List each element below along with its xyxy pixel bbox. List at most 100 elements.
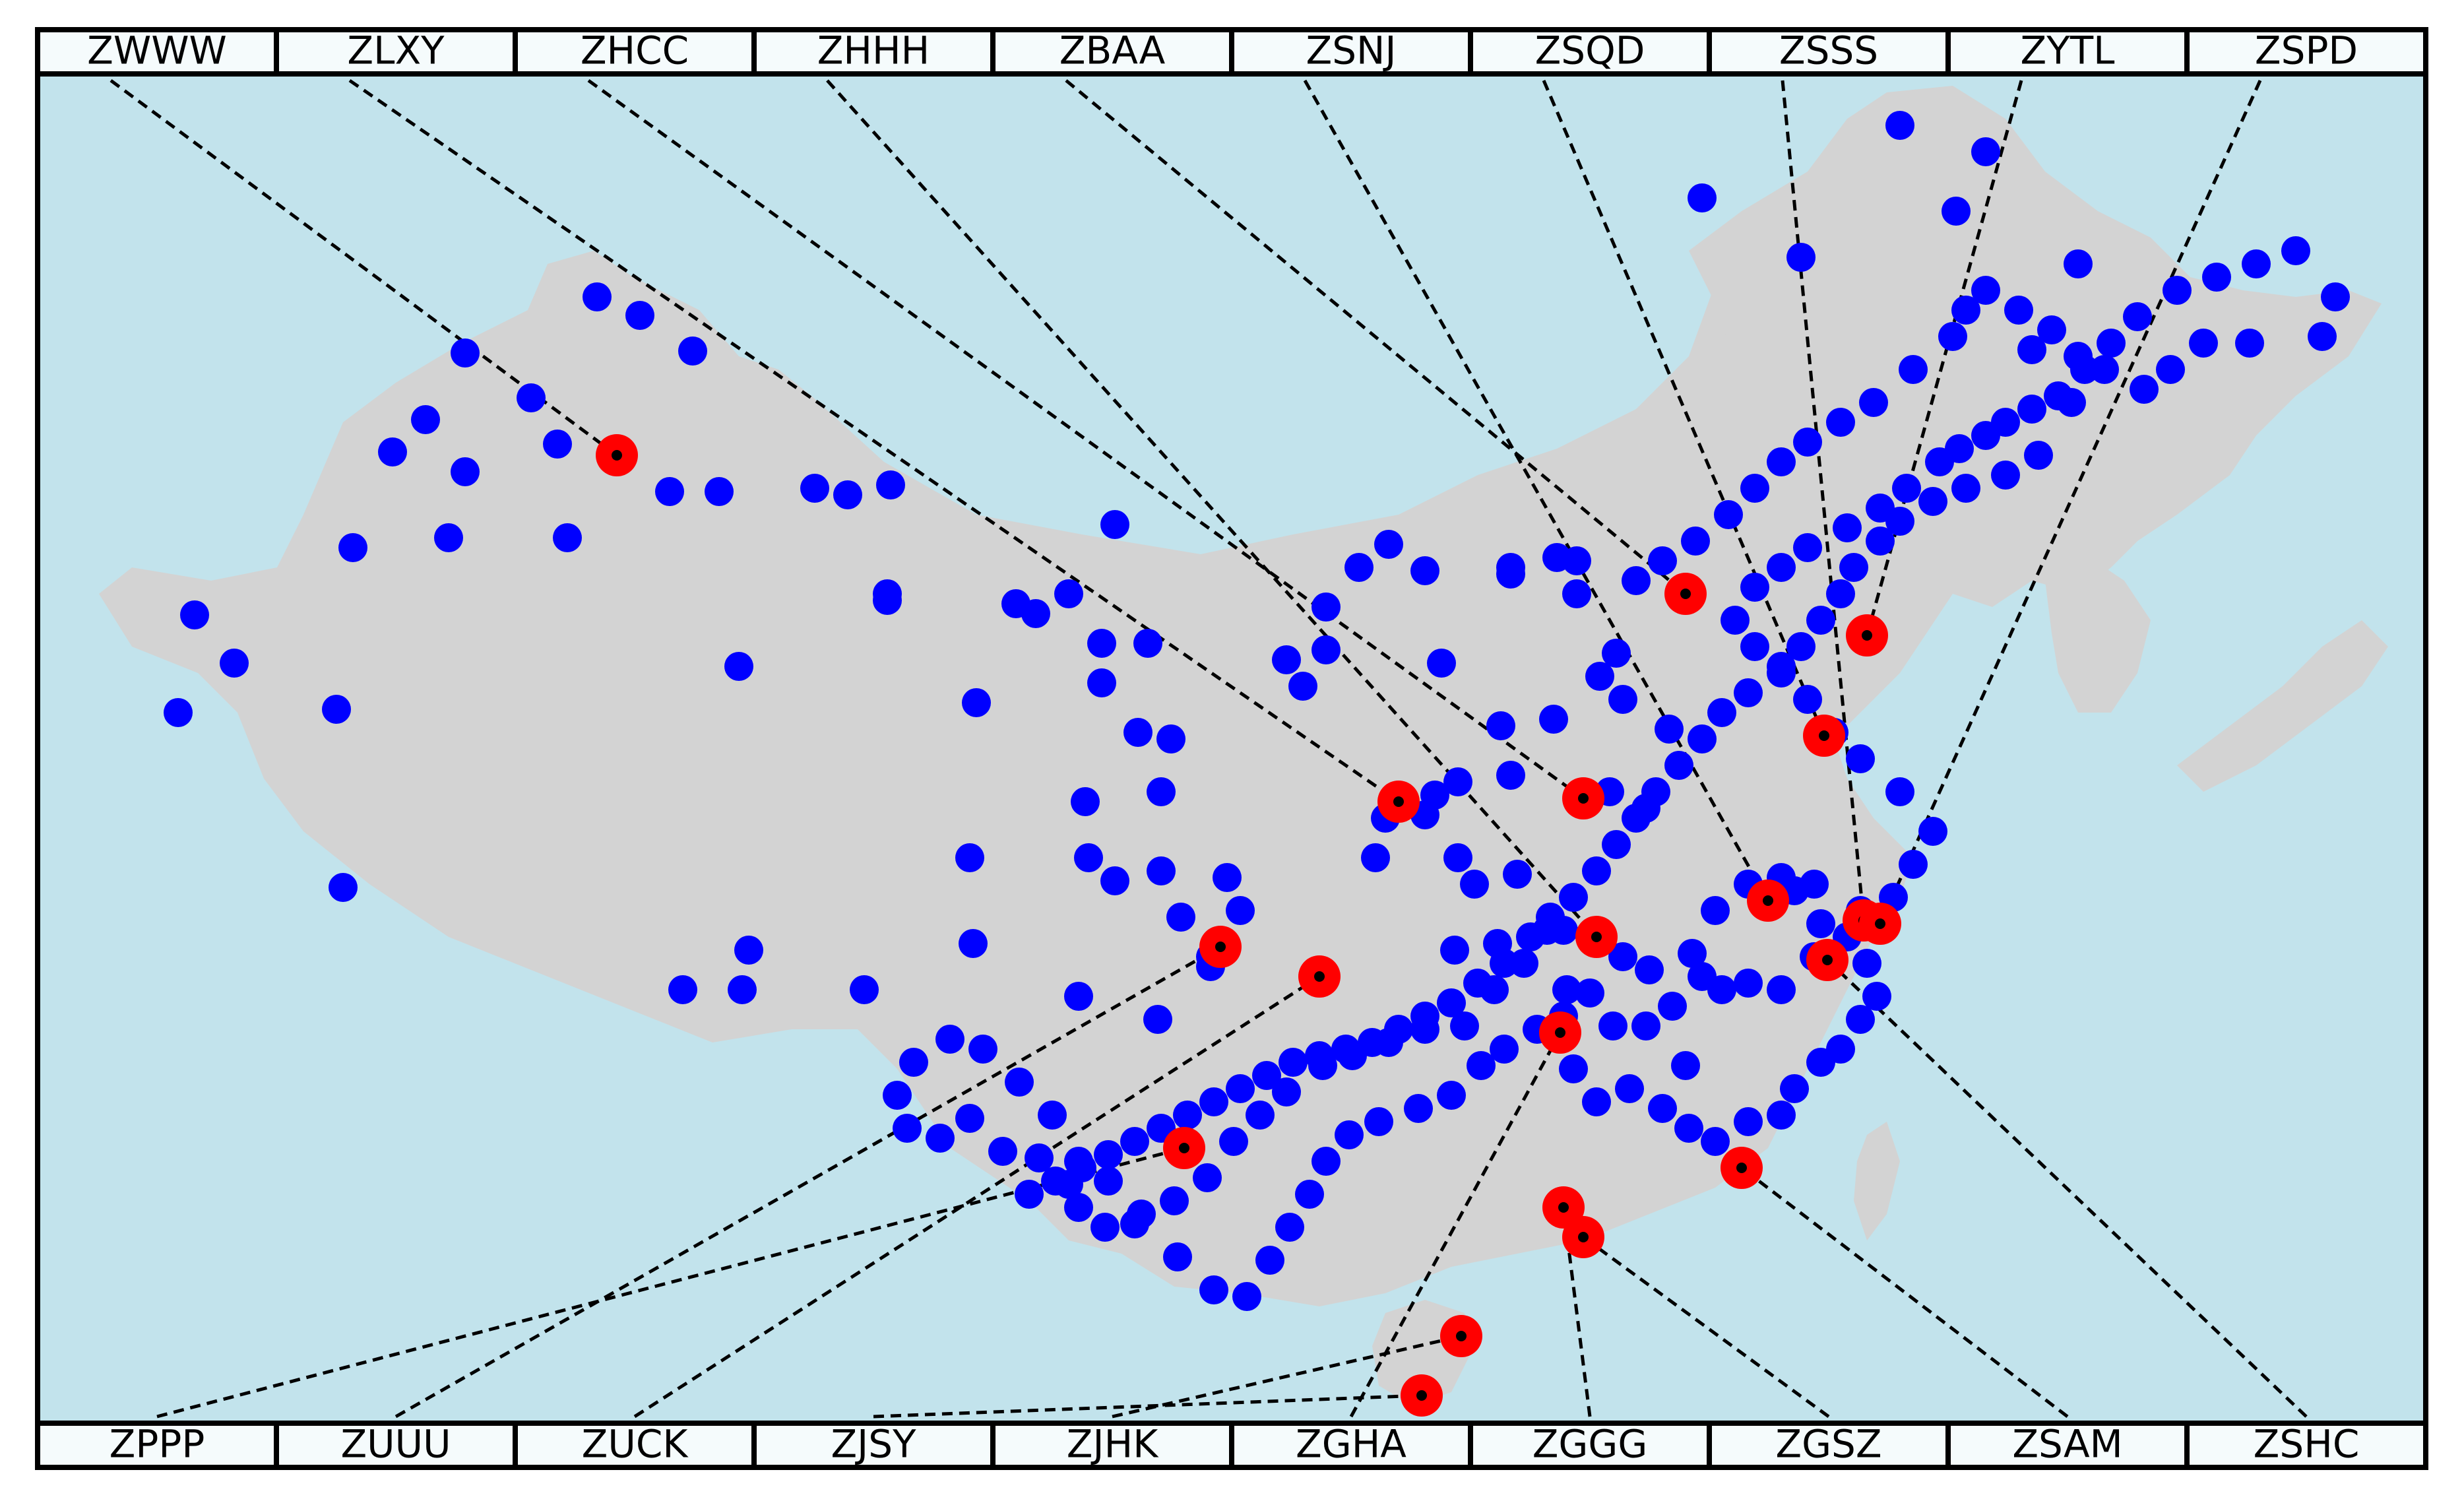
hub-center-zsam (1736, 1163, 1747, 1173)
airport-dot (1246, 1101, 1275, 1130)
bottom-label-zuck: ZUCK (582, 1422, 689, 1467)
airport-dot (1631, 1011, 1660, 1041)
airport-dot (1496, 553, 1525, 582)
airport-dot (1806, 909, 1835, 938)
airport-dot (1971, 276, 2000, 305)
airport-dot (1100, 510, 1129, 539)
airport-dot (1793, 428, 1822, 457)
airport-dot (1054, 579, 1083, 608)
airport-dot (1094, 1140, 1123, 1169)
top-label-zsqd: ZSQD (1535, 28, 1645, 73)
hub-center-zsqd (1819, 730, 1829, 741)
airport-dot (1437, 1081, 1466, 1110)
airport-dot (1163, 1242, 1192, 1271)
airport-dot (2037, 315, 2066, 344)
airport-dot (1437, 988, 1466, 1017)
hub-center-zjsy (1416, 1390, 1427, 1401)
leader-line-zuuu (395, 945, 1222, 1419)
airport-dot (1120, 1209, 1149, 1238)
airport-dot (1344, 553, 1374, 582)
airport-dot (1833, 513, 1862, 542)
airport-dot (2235, 329, 2264, 358)
airport-dot (1490, 949, 1519, 978)
airport-dot (1536, 903, 1565, 932)
airport-dot (1311, 635, 1341, 664)
airport-dot (1173, 1101, 1202, 1130)
airport-dot (2064, 249, 2093, 278)
airport-dot (1846, 744, 1875, 773)
hub-center-zshc (1822, 955, 1833, 965)
hub-center-zjhk (1456, 1331, 1467, 1341)
airport-dot (1793, 685, 1822, 714)
airport-dot (1615, 1074, 1644, 1103)
top-label-box-zspd (2184, 27, 2428, 77)
airport-dot (1443, 767, 1472, 796)
airport-dot (1361, 843, 1390, 872)
airport-dot (1552, 975, 1581, 1004)
top-label-box-zlxy (274, 27, 518, 77)
airport-dot (2017, 395, 2046, 424)
top-label-zwww: ZWWW (87, 28, 227, 73)
hub-center-zbaa (1680, 589, 1691, 599)
hub-center-zwww (612, 450, 622, 461)
airport-dot (1780, 1074, 1809, 1103)
airport-dot (1064, 982, 1093, 1011)
hub-center-zppp (1179, 1143, 1189, 1153)
airport-dot (1463, 969, 1492, 998)
airport-dot (1866, 527, 1895, 556)
airport-dot (451, 338, 480, 368)
airport-dot (1071, 787, 1100, 816)
airport-dot (1305, 1041, 1334, 1070)
airport-dot (1767, 447, 1796, 476)
airport-dot (1404, 1094, 1433, 1123)
hub-center-zytl (1862, 630, 1872, 641)
top-label-zhhh: ZHHH (817, 28, 930, 73)
hub-center-zuck (1314, 971, 1325, 982)
airport-dot (1635, 955, 1664, 984)
airport-dot (1199, 1275, 1228, 1304)
airport-dot (935, 1025, 964, 1054)
hub-center-zlxy (1393, 796, 1404, 807)
airport-dot (678, 336, 707, 366)
airport-dot (1655, 715, 1684, 744)
airport-dot (1585, 662, 1614, 691)
airport-dot (1539, 705, 1568, 734)
airport-dot (955, 843, 984, 872)
china-northeast (1689, 86, 2382, 567)
airport-dot (1252, 1061, 1281, 1090)
airport-dot (164, 698, 193, 727)
leader-line-zppp (156, 1146, 1185, 1419)
airport-dot (1734, 969, 1763, 998)
top-label-zytl: ZYTL (2021, 28, 2115, 73)
airport-dot (1288, 672, 1317, 701)
bottom-label-zppp: ZPPP (110, 1422, 205, 1467)
airport-dot (1767, 652, 1796, 681)
airport-dot (1364, 1107, 1393, 1136)
airport-dot (1608, 942, 1637, 971)
airport-dot (2123, 302, 2152, 331)
airport-dot (1582, 1087, 1611, 1116)
airport-dot (1714, 500, 1743, 529)
airport-dot (1064, 1193, 1093, 1222)
airport-dot (1374, 530, 1403, 559)
airport-dot (1826, 1035, 1855, 1064)
airport-dot (1486, 711, 1515, 740)
airport-dot (583, 282, 612, 311)
top-label-zspd: ZSPD (2255, 28, 2358, 73)
airport-dot (1559, 1054, 1588, 1083)
airport-dot (1991, 408, 2020, 437)
airport-dot (1226, 1074, 1255, 1103)
airport-dot (1199, 1087, 1228, 1116)
airport-dot (1800, 870, 1829, 899)
airport-dot (1255, 1246, 1284, 1275)
airport-dot (1793, 533, 1822, 562)
airport-dot (1846, 1005, 1875, 1034)
airport-dot (1899, 850, 1928, 879)
airport-dot (220, 649, 249, 678)
airport-dot (1232, 1282, 1261, 1311)
airport-dot (1622, 804, 1651, 833)
airport-dot (1193, 1163, 1222, 1192)
bottom-label-zuuu: ZUUU (340, 1422, 451, 1467)
airport-dot (1701, 896, 1730, 925)
